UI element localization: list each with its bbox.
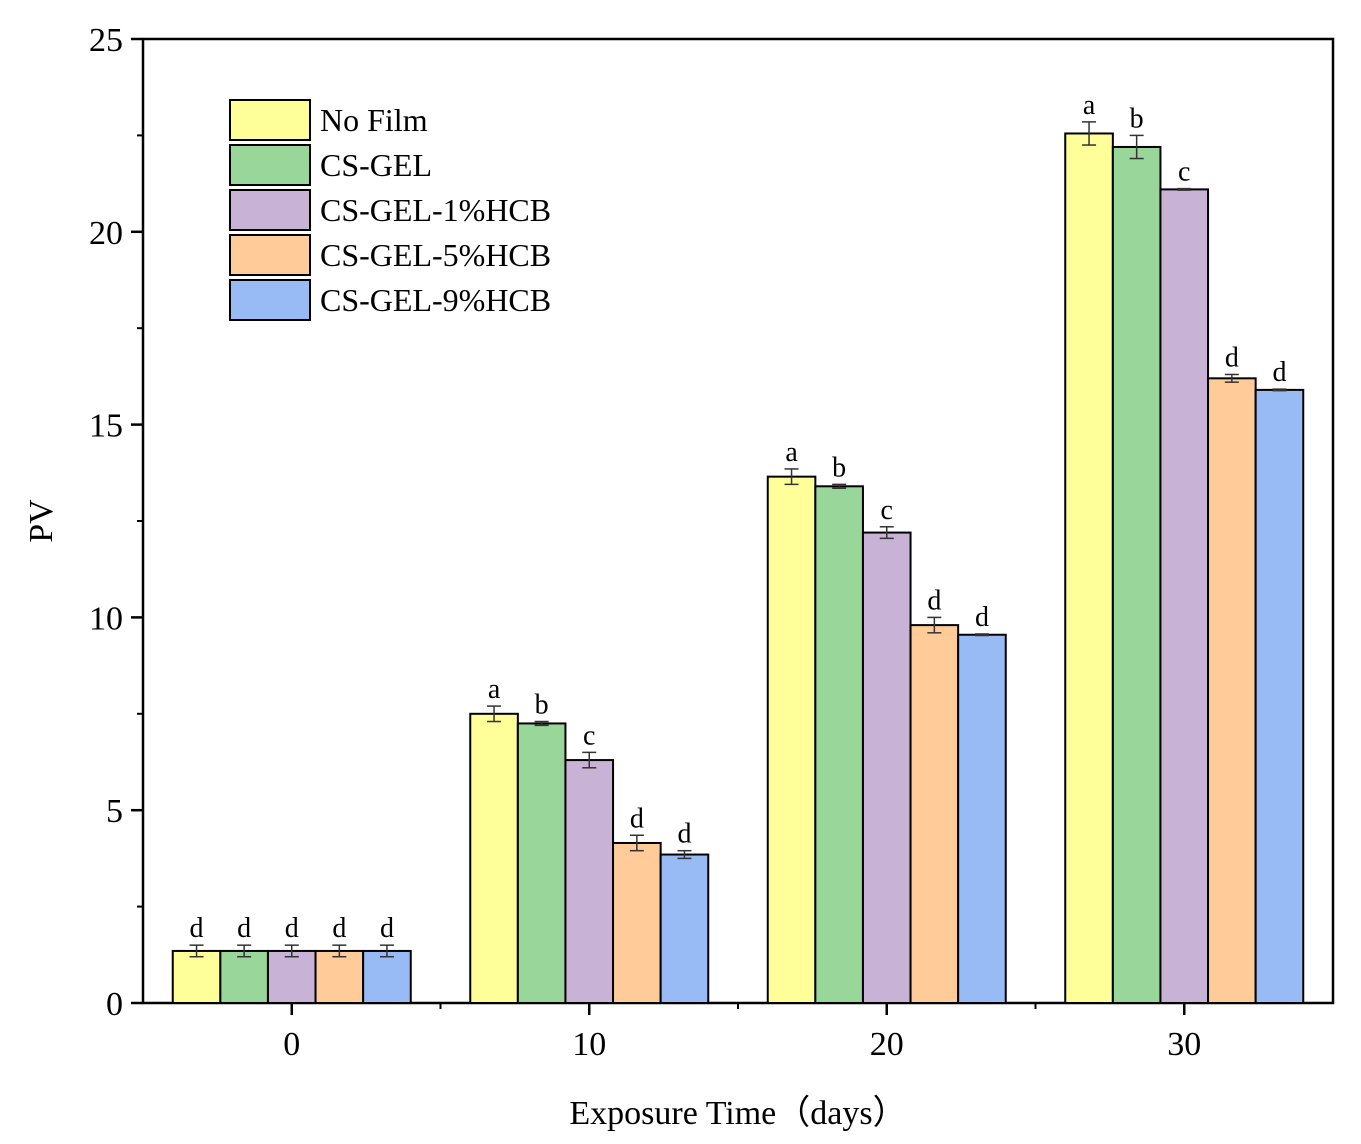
bar — [219, 949, 269, 1004]
significance-letter: c — [583, 720, 595, 751]
y-tick-label: 5 — [106, 793, 123, 830]
error-bars — [189, 121, 1287, 958]
significance-letter: d — [975, 602, 989, 633]
bar — [469, 712, 519, 1004]
significance-letter: c — [1178, 157, 1190, 188]
y-tick-label: 25 — [89, 22, 123, 59]
legend-swatch — [229, 234, 311, 276]
x-axis: 0 10 20 30 — [283, 1003, 1201, 1063]
bar — [957, 633, 1007, 1004]
x-axis-title: Exposure Time（days） — [569, 1094, 906, 1132]
y-axis: 0 5 10 15 20 25 — [89, 22, 143, 1023]
legend-label: CS-GEL-9%HCB — [320, 282, 551, 318]
bar — [1159, 188, 1210, 1005]
bar — [1207, 377, 1257, 1004]
legend-swatch — [229, 99, 311, 141]
legend-label: CS-GEL — [320, 147, 432, 183]
bar — [171, 949, 222, 1004]
significance-letter: d — [190, 913, 204, 944]
significance-letter: d — [285, 913, 299, 944]
y-tick-label: 15 — [89, 408, 123, 445]
legend-swatch — [229, 279, 311, 321]
legend-swatch — [229, 189, 311, 231]
significance-letter: a — [1083, 90, 1096, 121]
y-tick-label: 20 — [89, 215, 123, 252]
y-tick-label: 0 — [106, 986, 123, 1023]
y-tick-label: 10 — [89, 600, 123, 637]
significance-letter: a — [488, 674, 501, 705]
bar — [861, 531, 912, 1004]
significance-letter: d — [332, 913, 346, 944]
significance-letter: b — [535, 690, 549, 721]
bar — [909, 624, 960, 1004]
bar — [1064, 132, 1114, 1005]
significance-letter: a — [785, 437, 798, 468]
significance-letter: b — [1130, 103, 1144, 134]
legend-label: No Film — [320, 102, 428, 138]
significance-letter: c — [881, 495, 893, 526]
significance-letter: d — [237, 913, 251, 944]
significance-letter: d — [677, 819, 691, 850]
legend-swatch — [229, 144, 311, 186]
y-axis-title: PV — [23, 499, 60, 543]
x-tick-label: 10 — [572, 1026, 606, 1063]
significance-letter: d — [1272, 357, 1286, 388]
significance-letter: d — [380, 913, 394, 944]
bar — [362, 949, 412, 1004]
significance-letter: b — [832, 452, 846, 483]
bar — [612, 841, 662, 1005]
bar — [266, 949, 317, 1004]
legend: No Film CS-GEL CS-GEL-1%HCB CS-GEL-5%HCB CS-… — [229, 99, 551, 321]
bar — [516, 722, 567, 1004]
significance-labels: d d d d d a b c d d a b c d d a b c d d — [190, 90, 1287, 944]
significance-letter: d — [927, 585, 941, 616]
bar — [766, 475, 817, 1004]
x-tick-label: 20 — [870, 1026, 904, 1063]
significance-letter: d — [630, 803, 644, 834]
x-tick-label: 0 — [283, 1026, 300, 1063]
significance-letter: d — [1225, 342, 1239, 373]
bar — [1111, 145, 1162, 1004]
bar — [659, 853, 710, 1004]
legend-label: CS-GEL-5%HCB — [320, 237, 551, 273]
bar — [814, 485, 864, 1004]
legend-label: CS-GEL-1%HCB — [320, 192, 551, 228]
x-tick-label: 30 — [1167, 1026, 1201, 1063]
bar — [564, 759, 615, 1005]
bar — [1254, 388, 1305, 1004]
bar — [314, 949, 365, 1004]
bars — [171, 132, 1305, 1005]
